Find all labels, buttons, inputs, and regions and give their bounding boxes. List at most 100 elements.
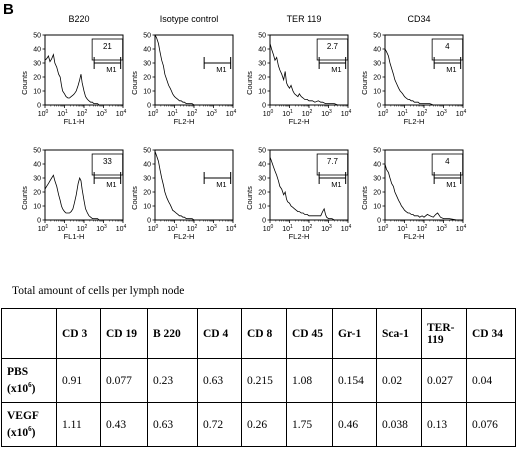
y-tick-label: 20 — [143, 190, 151, 197]
x-tick-label: 103 — [96, 224, 107, 233]
row-header-vegf: VEGF (x106) — [1, 402, 57, 447]
y-tick-label: 40 — [143, 47, 151, 54]
gate-marker-label: M1 — [216, 180, 226, 189]
y-tick-label: 0 — [147, 218, 151, 225]
x-tick-label: 100 — [38, 109, 49, 118]
x-tick-label: 103 — [206, 109, 217, 118]
table-cell: 0.63 — [147, 402, 198, 447]
y-tick-label: 30 — [258, 176, 266, 183]
y-tick-label: 50 — [33, 148, 41, 155]
table-row-pbs: PBS (x106) 0.91 0.077 0.23 0.63 0.215 1.… — [1, 358, 516, 403]
gate-percentage: 4 — [445, 42, 450, 51]
x-axis-label: FL2-H — [404, 117, 425, 126]
y-tick-label: 30 — [33, 176, 41, 183]
x-tick-exponent: 4 — [464, 224, 467, 230]
x-tick-label: 102 — [187, 224, 198, 233]
gate-marker-label: M1 — [216, 65, 226, 74]
y-tick-label: 10 — [33, 204, 41, 211]
y-tick-label: 40 — [373, 162, 381, 169]
y-tick-label: 10 — [373, 89, 381, 96]
x-tick-exponent: 1 — [290, 109, 293, 115]
x-tick-exponent: 3 — [214, 109, 217, 115]
x-tick-exponent: 4 — [464, 109, 467, 115]
gate-percentage: 4 — [445, 157, 450, 166]
table-cell: 0.02 — [376, 358, 422, 403]
x-tick-label: 104 — [341, 109, 352, 118]
column-header: CD 3 — [56, 308, 101, 359]
table-cell: 0.076 — [466, 402, 516, 447]
x-tick-label: 101 — [167, 224, 178, 233]
table-header-row: CD 3 CD 19 B 220 CD 4 CD 8 CD 45 Gr-1 Sc… — [1, 308, 516, 359]
table-caption: Total amount of cells per lymph node — [12, 285, 185, 297]
x-tick-label: 100 — [263, 109, 274, 118]
x-tick-exponent: 3 — [444, 109, 447, 115]
y-tick-label: 50 — [143, 148, 151, 155]
gate-value-box — [316, 153, 349, 176]
y-tick-label: 10 — [258, 89, 266, 96]
x-tick-exponent: 2 — [195, 224, 198, 230]
row-name: VEGF — [7, 409, 39, 422]
x-tick-label: 102 — [417, 109, 428, 118]
x-tick-label: 101 — [57, 224, 68, 233]
histogram-trace — [269, 156, 348, 221]
table-cell: 0.63 — [197, 358, 242, 403]
x-tick-label: 104 — [226, 224, 237, 233]
row-unit-close: ) — [31, 426, 36, 439]
y-tick-label: 50 — [373, 148, 381, 155]
y-tick-label: 20 — [33, 190, 41, 197]
y-tick-label: 20 — [373, 75, 381, 82]
x-tick-label: 100 — [263, 224, 274, 233]
gate-marker-label: M1 — [446, 65, 456, 74]
x-tick-exponent: 1 — [65, 109, 68, 115]
gate-marker-label: M1 — [331, 65, 341, 74]
x-tick-exponent: 0 — [46, 109, 49, 115]
column-header: CD 45 — [286, 308, 333, 359]
x-tick-exponent: 0 — [386, 109, 389, 115]
y-tick-label: 40 — [373, 47, 381, 54]
y-axis-label: Counts — [360, 71, 369, 95]
histogram-trace — [154, 34, 233, 106]
y-tick-label: 30 — [143, 176, 151, 183]
y-tick-label: 0 — [147, 103, 151, 110]
x-tick-exponent: 3 — [104, 224, 107, 230]
y-tick-label: 20 — [143, 75, 151, 82]
histogram-title: TER 119 — [287, 14, 322, 24]
gate-marker-label: M1 — [446, 180, 456, 189]
x-tick-label: 100 — [378, 224, 389, 233]
y-axis-label: Counts — [130, 71, 139, 95]
y-tick-label: 30 — [33, 61, 41, 68]
column-header: CD 4 — [197, 308, 242, 359]
x-tick-exponent: 0 — [271, 224, 274, 230]
column-header: CD 8 — [241, 308, 287, 359]
gate-percentage: 7.7 — [327, 157, 339, 166]
x-tick-exponent: 2 — [425, 224, 428, 230]
panel-letter: B — [3, 1, 14, 18]
x-axis-label: FL2-H — [174, 117, 195, 126]
y-tick-label: 10 — [373, 204, 381, 211]
x-tick-label: 100 — [378, 109, 389, 118]
x-tick-exponent: 3 — [444, 224, 447, 230]
gate-value-box — [91, 38, 124, 61]
y-axis-label: Counts — [20, 71, 29, 95]
y-tick-label: 30 — [143, 61, 151, 68]
histogram-trace — [269, 43, 348, 106]
x-tick-exponent: 0 — [386, 224, 389, 230]
row-unit-exponent: 6 — [28, 380, 32, 389]
y-axis-label: Counts — [245, 71, 254, 95]
x-tick-label: 101 — [397, 224, 408, 233]
column-header: B 220 — [147, 308, 198, 359]
y-axis-label: Counts — [20, 186, 29, 210]
x-tick-exponent: 3 — [329, 224, 332, 230]
table-cell: 0.23 — [147, 358, 198, 403]
y-axis-label: Counts — [360, 186, 369, 210]
x-axis-label: FL2-H — [289, 232, 310, 241]
y-tick-label: 0 — [262, 218, 266, 225]
x-tick-exponent: 2 — [195, 109, 198, 115]
table-cell: 0.91 — [56, 358, 101, 403]
y-tick-label: 40 — [143, 162, 151, 169]
x-tick-exponent: 0 — [156, 109, 159, 115]
